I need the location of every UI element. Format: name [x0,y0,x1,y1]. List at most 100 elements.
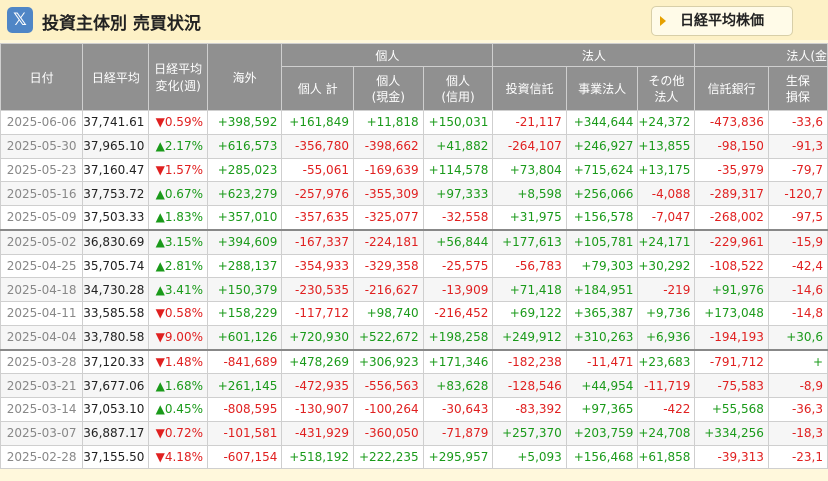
cell-ind-cash: +522,672 [352,324,424,351]
cell-nikkei: 37,053.10 [82,397,150,422]
cell-nikkei: 37,965.10 [82,133,150,159]
cell-life: -23,1 [767,444,828,470]
cell-inv-trust: +177,613 [492,228,567,255]
table-row: 2025-04-25 35,705.74 ▲2.81% +288,137 -354,93… [0,253,828,279]
cell-ind-cash: +98,740 [352,301,424,326]
cell-date: 2025-04-04 [0,324,84,351]
cell-life: + [767,348,828,375]
cell-inv-trust: -56,783 [492,253,567,279]
cell-business: +184,951 [565,277,639,302]
cell-ind-total: -167,337 [281,228,354,255]
x-share-icon[interactable]: 𝕏 [7,7,33,33]
cell-other: +9,736 [637,301,696,326]
cell-inv-trust: +69,122 [492,301,567,326]
cell-nikkei: 33,585.58 [82,301,150,326]
cell-overseas: +601,126 [206,324,283,351]
table-row: 2025-05-02 36,830.69 ▲3.15% +394,609 -167,33… [0,228,828,255]
col-header-nikkei[interactable]: 日経平均 [82,43,150,111]
cell-change: ▼0.72% [148,420,208,446]
cell-trust-bank: -194,193 [694,324,769,351]
cell-ind-total: -472,935 [281,373,354,398]
cell-overseas: +357,010 [206,204,283,231]
cell-nikkei: 37,160.47 [82,157,150,183]
cell-trust-bank: -229,961 [694,228,769,255]
col-header-trust-bank[interactable]: 信託銀行 [694,66,769,111]
cell-change: ▲3.15% [148,228,208,255]
group-header-corporate-fin: 法人(金 [694,43,828,67]
cell-ind-total: -55,061 [281,157,354,183]
col-header-ind-total[interactable]: 個人 計 [281,66,354,111]
cell-business: +79,303 [565,253,639,279]
col-header-business[interactable]: 事業法人 [565,66,639,111]
table-row: 2025-03-14 37,053.10 ▲0.45% -808,595 -130,90… [0,397,828,422]
cell-business: +44,954 [565,373,639,398]
cell-ind-cash: -329,358 [352,253,424,279]
cell-other: +61,858 [637,444,696,470]
col-header-overseas[interactable]: 海外 [206,43,283,111]
col-header-life[interactable]: 生保 損保 [767,66,828,111]
cell-ind-cash: -360,050 [352,420,424,446]
cell-life: -91,3 [767,133,828,159]
table-row: 2025-05-09 37,503.33 ▲1.83% +357,010 -357,63… [0,204,828,231]
cell-overseas: +623,279 [206,181,283,206]
cell-ind-credit: +150,031 [422,110,494,135]
cell-ind-cash: +222,235 [352,444,424,470]
cell-date: 2025-05-23 [0,157,84,183]
cell-inv-trust: +71,418 [492,277,567,302]
cell-nikkei: 37,753.72 [82,181,150,206]
col-header-other-line1: その他 [648,73,685,88]
cell-overseas: -808,595 [206,397,283,422]
table-row: 2025-03-21 37,677.06 ▲1.68% +261,145 -472,93… [0,373,828,398]
nikkei-average-tab-button[interactable]: 日経平均株価 [651,6,793,36]
cell-ind-cash: -216,627 [352,277,424,302]
col-header-date[interactable]: 日付 [0,43,84,111]
page-title: 投資主体別 売買状況 [42,14,201,34]
col-header-change[interactable]: 日経平均 変化(週) [148,43,208,111]
col-header-other[interactable]: その他 法人 [637,66,696,111]
cell-other: +6,936 [637,324,696,351]
cell-other: +30,292 [637,253,696,279]
table-row: 2025-04-18 34,730.28 ▲3.41% +150,379 -230,53… [0,277,828,302]
cell-ind-credit: +114,578 [422,157,494,183]
col-header-change-line2: 変化(週) [155,79,201,93]
cell-overseas: +261,145 [206,373,283,398]
cell-change: ▲3.41% [148,277,208,302]
cell-ind-cash: -100,264 [352,397,424,422]
cell-ind-total: +720,930 [281,324,354,351]
table-row: 2025-03-28 37,120.33 ▼1.48% -841,689 +478,26… [0,348,828,375]
cell-ind-credit: -30,643 [422,397,494,422]
cell-trust-bank: -268,002 [694,204,769,231]
col-header-ind-credit[interactable]: 個人 (信用) [422,66,494,111]
cell-ind-total: +478,269 [281,348,354,375]
cell-other: -219 [637,277,696,302]
cell-nikkei: 37,155.50 [82,444,150,470]
cell-life: +30,6 [767,324,828,351]
cell-other: -7,047 [637,204,696,231]
cell-ind-cash: -325,077 [352,204,424,231]
cell-trust-bank: +91,976 [694,277,769,302]
cell-date: 2025-03-14 [0,397,84,422]
cell-ind-credit: +171,346 [422,348,494,375]
cell-ind-credit: +295,957 [422,444,494,470]
col-header-ind-cash[interactable]: 個人 (現金) [352,66,424,111]
cell-inv-trust: +8,598 [492,181,567,206]
cell-date: 2025-03-28 [0,348,84,375]
cell-business: +105,781 [565,228,639,255]
cell-date: 2025-03-21 [0,373,84,398]
table-row: 2025-05-30 37,965.10 ▲2.17% +616,573 -356,78… [0,133,828,159]
cell-nikkei: 34,730.28 [82,277,150,302]
col-header-inv-trust[interactable]: 投資信託 [492,66,567,111]
cell-ind-total: -230,535 [281,277,354,302]
cell-ind-cash: -169,639 [352,157,424,183]
col-header-change-line1: 日経平均 [154,62,203,76]
cell-date: 2025-06-06 [0,110,84,135]
cell-life: -42,4 [767,253,828,279]
cell-change: ▲1.83% [148,204,208,231]
cell-trust-bank: -108,522 [694,253,769,279]
cell-ind-cash: -398,662 [352,133,424,159]
table-row: 2025-06-06 37,741.61 ▼0.59% +398,592 +161,84… [0,110,828,135]
cell-ind-credit: +198,258 [422,324,494,351]
cell-overseas: +616,573 [206,133,283,159]
cell-life: -18,3 [767,420,828,446]
cell-inv-trust: -128,546 [492,373,567,398]
